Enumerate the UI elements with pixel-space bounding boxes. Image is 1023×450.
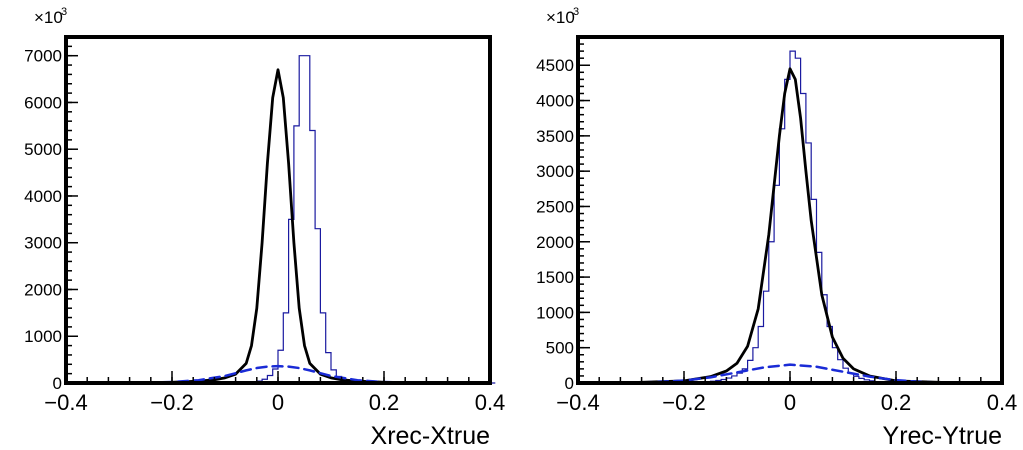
y-tick-label: 2000: [24, 280, 62, 299]
histogram-outline: [66, 55, 496, 384]
x-axis-title: Xrec-Xtrue: [371, 422, 490, 450]
y-tick-label: 7000: [24, 47, 62, 66]
chart-panel-1: −0.4 −0.2 0 0.2 0.4 0 1000 2000 3000 4000 5000 6000…: [24, 6, 505, 450]
y-tick-label: 5000: [24, 140, 62, 159]
y-tick-label: 2000: [536, 233, 574, 252]
x-tick-label: −0.2: [150, 390, 193, 415]
x-tick-label: 0: [784, 390, 796, 415]
y-tick-label: 3000: [24, 234, 62, 253]
y-exponent-power: 3: [61, 6, 67, 18]
total-fit-curve: [576, 67, 1004, 385]
y-tick-label: 4000: [24, 187, 62, 206]
y-tick-label: 2500: [536, 197, 574, 216]
x-tick-label: −0.4: [556, 390, 599, 415]
y-tick-label: 0: [53, 374, 62, 393]
plot-frame: [64, 35, 492, 385]
x-axis-title: Yrec-Ytrue: [883, 422, 1002, 450]
x-tick-label: 0: [272, 390, 284, 415]
x-tick-label: 0.4: [475, 390, 506, 415]
y-tick-label: 0: [565, 374, 574, 393]
y-exponent-power: 3: [573, 6, 579, 18]
y-tick-label: 1000: [24, 327, 62, 346]
y-tick-label: 500: [546, 339, 574, 358]
x-tick-label: −0.4: [44, 390, 87, 415]
y-exponent-label: ×10: [546, 8, 575, 27]
y-tick-label: 3500: [536, 127, 574, 146]
y-tick-label: 3000: [536, 162, 574, 181]
total-fit-curve: [64, 68, 492, 385]
y-tick-label: 6000: [24, 93, 62, 112]
y-tick-label: 1000: [536, 303, 574, 322]
histogram-outline: [578, 50, 1002, 384]
y-tick-label: 4500: [536, 56, 574, 75]
y-exponent-label: ×10: [34, 8, 63, 27]
background-fit-curve: [64, 364, 492, 385]
x-tick-label: 0.2: [881, 390, 912, 415]
chart-panel-2: −0.4 −0.2 0 0.2 0.4 0 500 1000 1500 2000 2500 3000 3…: [536, 6, 1017, 450]
x-tick-label: 0.4: [987, 390, 1018, 415]
y-tick-label: 4000: [536, 92, 574, 111]
plot-frame: [576, 35, 1004, 385]
y-tick-label: 1500: [536, 268, 574, 287]
x-tick-label: 0.2: [369, 390, 400, 415]
x-tick-label: −0.2: [662, 390, 705, 415]
